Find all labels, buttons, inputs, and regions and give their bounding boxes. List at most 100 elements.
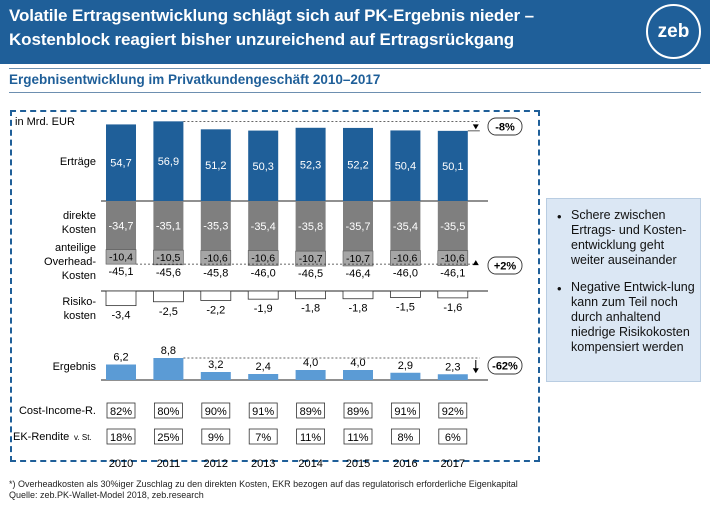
cir-box — [153, 402, 183, 419]
value-label-overhead: -10,6 — [441, 253, 465, 265]
bar-overhead-kosten — [295, 250, 326, 267]
summary-box: • Schere zwischen Ertrags- und Kosten-en… — [546, 198, 701, 382]
title-line-2: Kostenblock reagiert bisher unzureichend… — [9, 30, 515, 49]
chart-frame — [10, 110, 540, 462]
bar-overhead-kosten — [437, 250, 469, 266]
row-label: anteilige — [55, 242, 96, 254]
value-label-ertraege: 52,3 — [300, 159, 321, 171]
value-label-overhead: -10,6 — [251, 252, 275, 264]
cir-value: 89% — [347, 406, 369, 418]
value-label-overhead: -10,7 — [346, 253, 370, 265]
x-tick-label: 2015 — [346, 458, 370, 470]
bar-risikokosten — [389, 290, 421, 298]
cir-value: 80% — [157, 406, 179, 418]
ek-box — [438, 428, 468, 445]
ek-value: 6% — [445, 432, 461, 444]
value-label-risiko: -1,8 — [301, 303, 320, 315]
cir-box — [296, 402, 326, 419]
cir-value: 91% — [252, 406, 274, 418]
value-label-ergebnis: 2,9 — [398, 360, 413, 372]
value-label-risiko: -3,4 — [112, 310, 131, 322]
value-label-direkte: -34,7 — [108, 220, 133, 232]
bar-direkte-kosten — [153, 201, 184, 251]
value-label-direkte: -35,7 — [345, 221, 370, 233]
cir-box — [438, 402, 468, 419]
ek-box — [153, 428, 183, 445]
annotation-box — [487, 256, 523, 275]
bar-risikokosten — [105, 290, 137, 307]
value-label-kosten-gesamt: -45,1 — [108, 266, 133, 278]
ek-box — [248, 428, 278, 445]
value-label-ergebnis: 2,3 — [445, 361, 460, 373]
down-arrow-icon — [472, 124, 479, 130]
bar-ertraege — [343, 127, 373, 201]
ek-value: 9% — [208, 432, 224, 444]
value-label-risiko: -1,9 — [254, 303, 273, 315]
value-label-direkte: -35,8 — [298, 221, 323, 233]
bar-ergebnis — [390, 372, 421, 380]
cir-value: 91% — [394, 406, 416, 418]
unit-label: in Mrd. EUR — [15, 116, 75, 128]
ek-value: 8% — [397, 432, 413, 444]
cir-value: 92% — [442, 406, 464, 418]
row-label: EK-Rendite — [13, 431, 69, 443]
ek-value: 18% — [110, 432, 132, 444]
ek-box — [390, 428, 420, 445]
up-arrow-icon — [472, 260, 479, 266]
x-tick-label: 2010 — [109, 458, 133, 470]
value-label-ertraege: 52,2 — [347, 159, 368, 171]
bullet-dot: • — [557, 281, 562, 296]
bar-ergebnis — [153, 358, 184, 380]
bar-risikokosten — [152, 290, 184, 303]
bar-ertraege — [295, 127, 326, 201]
value-label-kosten-gesamt: -45,8 — [203, 267, 228, 279]
value-label-risiko: -1,5 — [396, 301, 415, 313]
annotation-label: +2% — [494, 261, 517, 273]
value-label-ertraege: 51,2 — [205, 160, 226, 172]
cir-box — [201, 402, 231, 419]
cir-value: 89% — [300, 406, 322, 418]
value-label-risiko: -2,5 — [159, 306, 178, 318]
chart-subtitle: Ergebnisentwicklung im Privatkundengesch… — [9, 72, 381, 87]
bar-direkte-kosten — [437, 201, 468, 251]
ek-box — [106, 428, 136, 445]
value-label-direkte: -35,3 — [203, 221, 228, 233]
value-label-ertraege: 50,1 — [442, 161, 463, 173]
divider-top — [9, 68, 701, 69]
value-label-direkte: -35,4 — [393, 221, 418, 233]
value-label-overhead: -10,7 — [299, 253, 323, 265]
value-label-direkte: -35,1 — [156, 221, 181, 233]
value-label-kosten-gesamt: -46,4 — [345, 268, 370, 280]
header-banner: Volatile Ertragsentwicklung schlägt sich… — [0, 0, 710, 64]
row-label: Cost-Income-R. — [19, 405, 96, 417]
bar-direkte-kosten — [390, 201, 421, 251]
value-label-overhead: -10,6 — [393, 252, 417, 264]
bar-risikokosten — [247, 290, 279, 300]
row-label: Kosten — [62, 270, 96, 282]
bar-overhead-kosten — [342, 250, 374, 267]
footnote: *) Overheadkosten als 30%iger Zuschlag z… — [9, 479, 518, 489]
value-label-kosten-gesamt: -46,5 — [298, 268, 323, 280]
bullet-dot: • — [557, 209, 562, 224]
bullet-text-1: Schere zwischen Ertrags- und Kosten-entw… — [571, 208, 687, 267]
bar-ertraege — [437, 130, 468, 201]
annotation-label: -62% — [492, 361, 518, 373]
value-label-direkte: -35,5 — [440, 221, 465, 233]
value-label-ergebnis: 3,2 — [208, 359, 223, 371]
value-label-risiko: -1,6 — [443, 302, 462, 314]
value-label-ertraege: 54,7 — [110, 158, 131, 170]
bar-ergebnis — [106, 364, 136, 380]
value-label-overhead: -10,5 — [156, 252, 180, 264]
row-label: Ergebnis — [53, 361, 97, 373]
bar-overhead-kosten — [390, 250, 421, 266]
bar-ergebnis — [200, 372, 231, 380]
bar-risikokosten — [200, 290, 232, 301]
value-label-risiko: -2,2 — [206, 304, 225, 316]
value-label-kosten-gesamt: -46,0 — [251, 267, 276, 279]
x-tick-label: 2011 — [157, 458, 181, 470]
row-label: Kosten — [62, 224, 96, 236]
value-label-direkte: -35,4 — [251, 221, 276, 233]
annotation-label: -8% — [495, 122, 515, 134]
row-label: kosten — [64, 310, 96, 322]
